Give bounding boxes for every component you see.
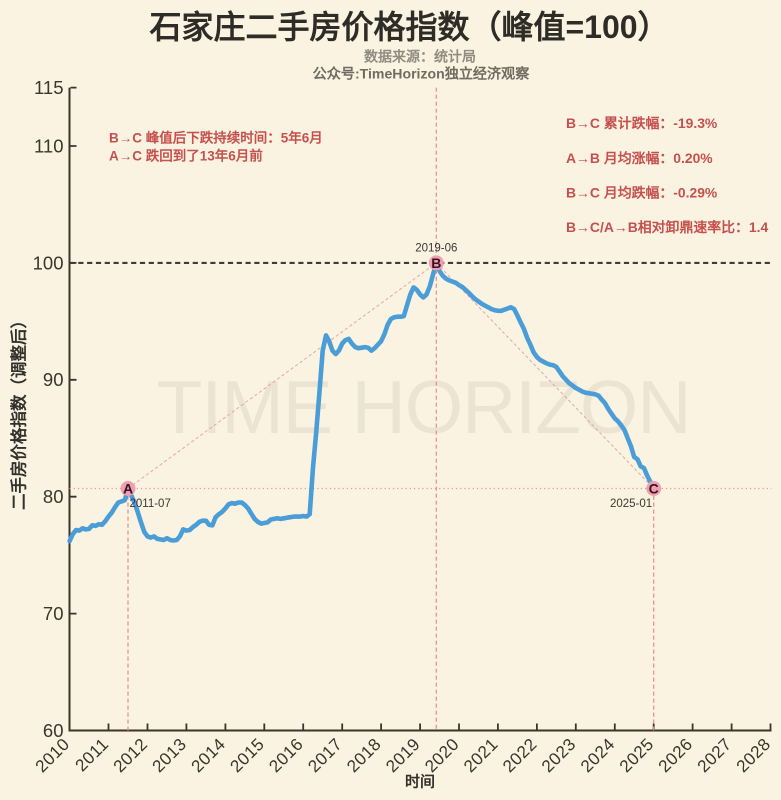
svg-text:60: 60	[43, 720, 64, 741]
svg-text:2019-06: 2019-06	[415, 243, 457, 255]
svg-text:B→C/A→B相对卸鼎速率比：1.4: B→C/A→B相对卸鼎速率比：1.4	[566, 219, 768, 235]
svg-text:70: 70	[43, 603, 64, 624]
svg-text:A→B 月均涨幅：0.20%: A→B 月均涨幅：0.20%	[566, 150, 713, 166]
svg-text:石家庄二手房价格指数（峰值=100）: 石家庄二手房价格指数（峰值=100）	[148, 9, 669, 45]
svg-text:A: A	[123, 481, 133, 497]
svg-text:110: 110	[34, 135, 64, 156]
svg-text:80: 80	[43, 486, 64, 507]
svg-text:公众号:TimeHorizon独立经济观察: 公众号:TimeHorizon独立经济观察	[313, 66, 531, 82]
svg-text:115: 115	[34, 77, 64, 98]
svg-text:2011-07: 2011-07	[130, 498, 171, 510]
svg-text:B→C 累计跌幅：-19.3%: B→C 累计跌幅：-19.3%	[566, 115, 717, 131]
svg-text:A→C 跌回到了13年6月前: A→C 跌回到了13年6月前	[109, 148, 263, 164]
svg-text:B→C 峰值后下跌持续时间：5年6月: B→C 峰值后下跌持续时间：5年6月	[109, 130, 323, 146]
svg-text:100: 100	[33, 252, 64, 273]
svg-text:二手房价格指数（调整后）: 二手房价格指数（调整后）	[9, 312, 29, 510]
svg-text:C: C	[649, 481, 659, 497]
svg-text:B: B	[431, 255, 441, 271]
svg-text:2025-01: 2025-01	[610, 498, 652, 510]
svg-text:时间: 时间	[405, 773, 435, 791]
svg-text:B→C 月均跌幅：-0.29%: B→C 月均跌幅：-0.29%	[566, 184, 717, 200]
svg-text:TIME HORIZON: TIME HORIZON	[157, 365, 691, 449]
svg-text:数据来源：统计局: 数据来源：统计局	[364, 49, 476, 65]
svg-text:90: 90	[43, 369, 64, 390]
